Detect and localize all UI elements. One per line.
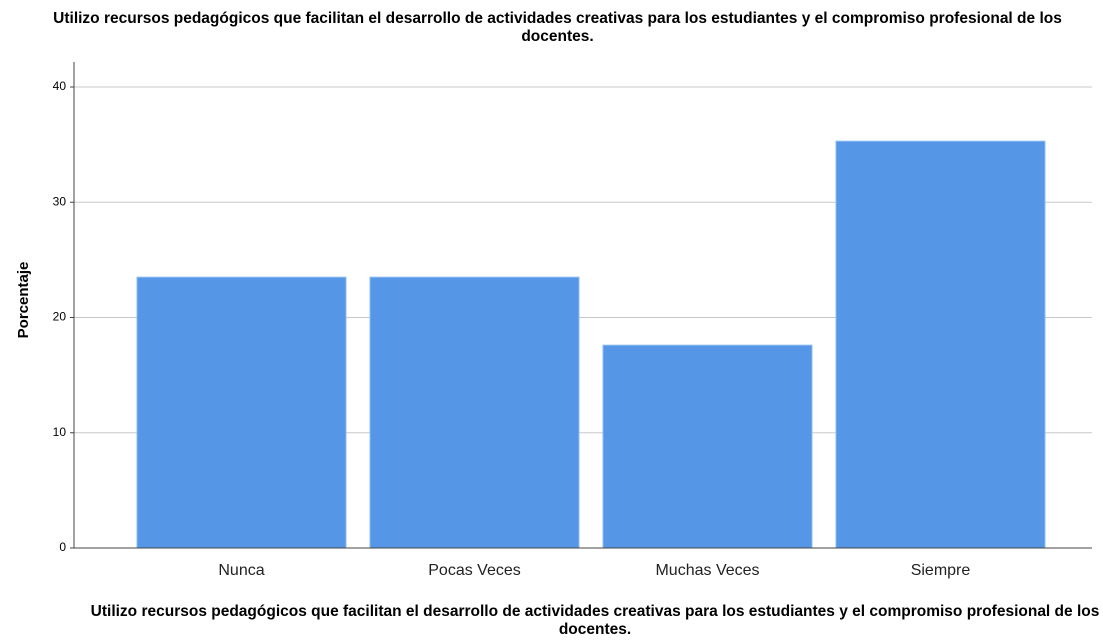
bar bbox=[835, 140, 1046, 549]
x-tick-label: Siempre bbox=[911, 562, 971, 579]
x-tick-label: Nunca bbox=[218, 562, 264, 579]
x-axis-label: Utilizo recursos pedagógicos que facilit… bbox=[90, 603, 1100, 638]
bar bbox=[369, 276, 580, 549]
y-tick-label: 20 bbox=[53, 310, 67, 324]
y-tick-label: 30 bbox=[53, 194, 67, 208]
bar bbox=[602, 344, 813, 549]
y-tick-label: 10 bbox=[53, 425, 67, 439]
y-axis-label: Porcentaje bbox=[15, 262, 32, 339]
x-tick-label: Pocas Veces bbox=[428, 562, 521, 579]
y-tick-label: 0 bbox=[59, 540, 66, 554]
y-tick-label: 40 bbox=[53, 79, 67, 93]
chart-title: Utilizo recursos pedagógicos que facilit… bbox=[53, 10, 1062, 45]
x-tick-label: Muchas Veces bbox=[655, 562, 759, 579]
bar bbox=[136, 276, 347, 549]
